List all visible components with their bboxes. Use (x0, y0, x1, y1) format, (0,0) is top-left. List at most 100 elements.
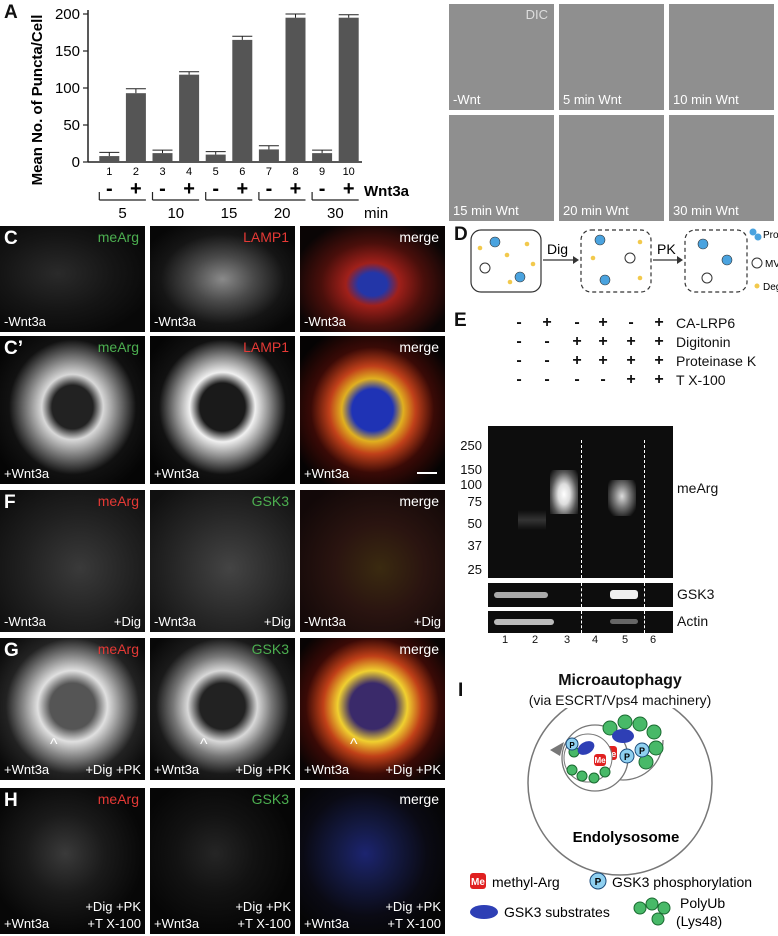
stain-tag: merge (399, 641, 439, 657)
bar (152, 153, 173, 162)
y-tick-label: 150 (55, 43, 80, 60)
treatment-caption: +Dig +PK (385, 762, 441, 777)
me-text: Me (594, 756, 606, 765)
condition-sign: + (572, 352, 582, 369)
condition-caption: -Wnt3a (154, 314, 196, 329)
condition-caption: -Wnt3a (4, 314, 46, 329)
panel-label-c: C (4, 228, 18, 249)
legend-polyub-icon (633, 897, 671, 926)
arrow-head (573, 256, 579, 264)
panel-label-i: I (458, 680, 464, 701)
treatment-caption: +T X-100 (87, 916, 141, 931)
me-text: Me (471, 877, 485, 888)
legend-p-icon (589, 872, 607, 890)
degraded-protein (590, 255, 596, 261)
condition-sign: - (516, 314, 522, 331)
bar (179, 74, 200, 162)
mw-marker: 150 (460, 462, 482, 477)
wnt-sign: + (183, 178, 195, 200)
condition-caption: +Wnt3a (304, 762, 350, 777)
mw-marker: 250 (460, 438, 482, 453)
condition-caption: +Wnt3a (4, 466, 50, 481)
wnt-sign: - (212, 178, 219, 200)
condition-sign: - (516, 352, 522, 369)
degraded-protein (637, 275, 643, 281)
svg-text:Protected Proteins: Protected Proteins (763, 230, 778, 241)
condition-caption: +Wnt3a (304, 466, 350, 481)
dic-caption-4: 15 min Wnt (453, 203, 519, 218)
lane-divider (581, 440, 582, 578)
condition-sign: + (626, 371, 636, 388)
dic-tag: DIC (525, 7, 548, 22)
degraded-protein (504, 252, 510, 258)
panel-label-c-prime: C’ (4, 338, 23, 359)
micrograph-g-2: GSK3 ^ +Wnt3a +Dig +PK (150, 638, 295, 780)
band (494, 619, 554, 625)
wnt-sign: + (290, 178, 302, 200)
wnt-sign: - (106, 178, 113, 200)
mw-marker: 75 (467, 494, 482, 509)
legend-substrate-icon (470, 905, 498, 919)
condition-sign: + (654, 333, 664, 350)
dic-image-1: DIC -Wnt (449, 4, 554, 110)
lane-number: 6 (650, 634, 657, 646)
lane-numbers: 1 2 3 4 5 6 (488, 634, 673, 648)
wnt-sign: - (266, 178, 273, 200)
degraded-protein (637, 239, 643, 245)
panel-label-e: E (454, 310, 467, 331)
condition-sign: - (600, 371, 606, 388)
polyub-bead (566, 764, 578, 776)
lane-divider (644, 440, 645, 578)
gsk3-substrate (612, 729, 634, 743)
organelle-label: Endolysosome (573, 829, 680, 846)
legend-degraded: Degraded Proteins (763, 282, 778, 293)
wnt-sign: + (236, 178, 248, 200)
smear-lane1 (518, 510, 546, 530)
condition-caption: +Wnt3a (154, 916, 200, 931)
treatment-caption: +Dig +PK (235, 762, 291, 777)
dic-image-5: 20 min Wnt (559, 115, 664, 221)
mw-marker: 37 (467, 538, 482, 553)
category-label: 1 (106, 166, 112, 178)
micrograph-g-3: merge ^ +Wnt3a +Dig +PK (300, 638, 445, 780)
legend-me-icon (470, 873, 486, 889)
stain-tag: GSK3 (251, 493, 289, 509)
lane-number: 2 (532, 634, 539, 646)
micrograph-f-3: merge -Wnt3a +Dig (300, 490, 445, 632)
mvb (479, 262, 491, 274)
micrograph-c2-1: meArg +Wnt3a (0, 336, 145, 484)
bar (232, 39, 253, 162)
bar (205, 154, 226, 162)
wnt-sign: + (343, 178, 355, 200)
treatment-caption: +T X-100 (237, 916, 291, 931)
condition-caption: -Wnt3a (304, 314, 346, 329)
treatment-caption: +Dig (413, 614, 441, 629)
dic-caption-6: 30 min Wnt (673, 203, 739, 218)
strip-label-gsk3: GSK3 (677, 586, 715, 602)
arrowhead-icon: ^ (50, 736, 58, 753)
band (610, 619, 638, 624)
lane-number: 5 (622, 634, 629, 646)
arrowhead-icon: ^ (200, 736, 208, 753)
condition-caption: +Wnt3a (4, 916, 50, 931)
scale-bar (417, 472, 437, 474)
time-label: 5 (118, 205, 126, 222)
category-label: 10 (343, 166, 355, 178)
micrograph-h-3: merge +Wnt3a +Dig +PK +T X-100 (300, 788, 445, 934)
stain-tag: meArg (97, 229, 139, 245)
condition-sign: - (544, 333, 550, 350)
condition-label: Proteinase K (676, 353, 757, 369)
condition-sign: - (628, 314, 634, 331)
stain-tag: GSK3 (251, 641, 289, 657)
arrowhead-icon: ^ (350, 736, 358, 753)
band (610, 590, 638, 599)
condition-label: Digitonin (676, 334, 731, 350)
time-unit-label: min (364, 205, 388, 222)
bar-chart: Mean No. of Puncta/Cell 0501001502001-52… (29, 6, 410, 222)
category-label: 2 (133, 166, 139, 178)
time-label: 15 (221, 205, 238, 222)
polyub-bead (648, 740, 664, 756)
treatment-caption: +Dig +PK (85, 899, 141, 914)
y-tick-label: 50 (63, 117, 80, 134)
invagination-arrow (550, 742, 564, 756)
